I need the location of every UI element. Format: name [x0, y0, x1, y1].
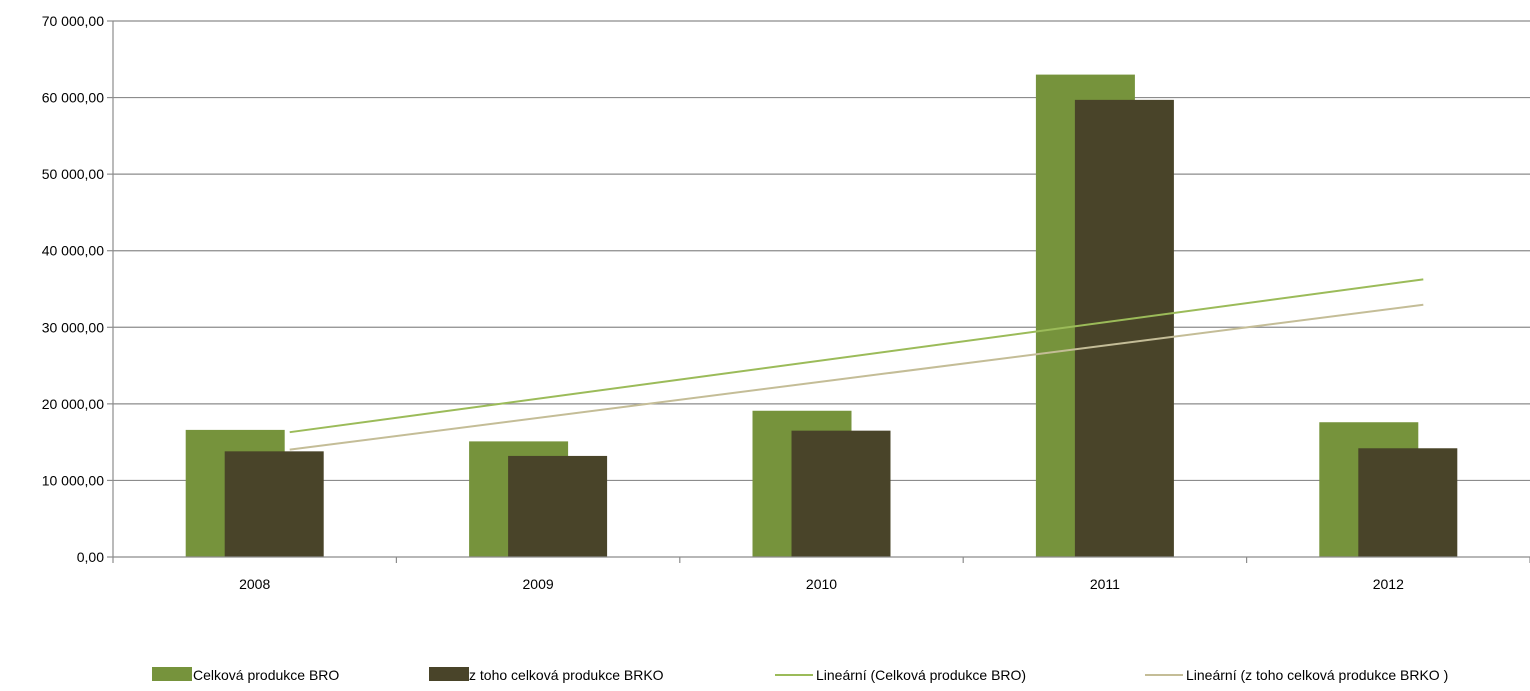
gridlines	[113, 20, 1530, 482]
bar-celkova-produkce-brko	[1358, 448, 1458, 557]
bar-celkova-produkce-brko	[1074, 99, 1174, 558]
legend-swatch	[429, 667, 469, 681]
bars	[185, 74, 1458, 558]
legend-label: z toho celková produkce BRKO	[469, 667, 664, 683]
bar-celkova-produkce-brko	[224, 451, 324, 557]
legend-swatch	[152, 667, 192, 681]
legend-label: Lineární (Celková produkce BRO)	[816, 667, 1026, 683]
bar-celkova-produkce-brko	[791, 430, 891, 557]
y-tick-label: 60 000,00	[42, 90, 104, 106]
legend-item: Celková produkce BRO	[152, 667, 339, 683]
legend-item: Lineární (z toho celková produkce BRKO )	[1145, 667, 1448, 683]
x-tick-label: 2009	[523, 576, 554, 592]
y-tick-label: 20 000,00	[42, 396, 104, 412]
legend: Celková produkce BRO z toho celková produ…	[152, 667, 1448, 683]
y-tick-label: 30 000,00	[42, 319, 104, 335]
axes: 0,00 10 000,00 20 000,00 30 000,00 40 000,00…	[42, 13, 1530, 592]
bar-celkova-produkce-brko	[508, 455, 608, 557]
x-tick-label: 2010	[806, 576, 837, 592]
y-tick-label: 50 000,00	[42, 166, 104, 182]
y-tick-label: 40 000,00	[42, 243, 104, 259]
x-tick-label: 2008	[239, 576, 270, 592]
legend-item: z toho celková produkce BRKO	[429, 667, 664, 683]
y-tick-label: 10 000,00	[42, 472, 104, 488]
x-tick-label: 2012	[1373, 576, 1404, 592]
y-tick-label: 70 000,00	[42, 13, 104, 29]
y-tick-label: 0,00	[77, 549, 104, 565]
trendline-bro	[289, 278, 1424, 434]
trendline-brko	[289, 303, 1424, 451]
legend-label: Celková produkce BRO	[193, 667, 339, 683]
legend-item: Lineární (Celková produkce BRO)	[775, 667, 1026, 683]
legend-label: Lineární (z toho celková produkce BRKO )	[1186, 667, 1448, 683]
x-tick-label: 2011	[1090, 576, 1120, 592]
trendlines	[289, 278, 1424, 451]
